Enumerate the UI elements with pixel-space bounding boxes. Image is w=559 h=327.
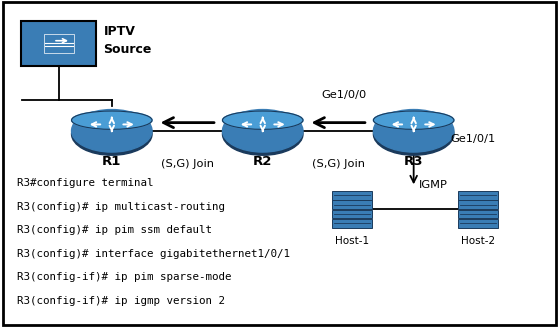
Ellipse shape [222, 111, 303, 129]
Text: R3(config)# ip multicast-routing: R3(config)# ip multicast-routing [17, 202, 225, 212]
Text: R2: R2 [253, 155, 272, 168]
Text: (S,G) Join: (S,G) Join [312, 159, 364, 169]
Ellipse shape [72, 111, 152, 129]
Text: (S,G) Join: (S,G) Join [161, 159, 214, 169]
Ellipse shape [72, 110, 152, 152]
FancyBboxPatch shape [458, 200, 498, 209]
Text: R1: R1 [102, 155, 121, 168]
Text: R3(config-if)# ip igmp version 2: R3(config-if)# ip igmp version 2 [17, 296, 225, 306]
Ellipse shape [72, 113, 152, 155]
Ellipse shape [373, 110, 454, 152]
FancyBboxPatch shape [458, 191, 498, 199]
Text: Ge1/0/0: Ge1/0/0 [321, 90, 366, 100]
Text: R3(config)# interface gigabitethernet1/0/1: R3(config)# interface gigabitethernet1/0… [17, 249, 290, 259]
Text: R3: R3 [404, 155, 423, 168]
Text: R3#configure terminal: R3#configure terminal [17, 178, 153, 188]
FancyBboxPatch shape [458, 219, 498, 228]
Text: Ge1/0/1: Ge1/0/1 [450, 134, 495, 144]
FancyBboxPatch shape [332, 191, 372, 199]
FancyBboxPatch shape [44, 33, 74, 53]
Text: R3(config-if)# ip pim sparse-mode: R3(config-if)# ip pim sparse-mode [17, 272, 231, 283]
Text: Host-2: Host-2 [461, 236, 495, 246]
FancyBboxPatch shape [332, 219, 372, 228]
Ellipse shape [222, 110, 303, 152]
FancyBboxPatch shape [21, 21, 96, 66]
Ellipse shape [222, 113, 303, 155]
FancyBboxPatch shape [458, 210, 498, 218]
Ellipse shape [373, 113, 454, 155]
Ellipse shape [373, 111, 454, 129]
FancyBboxPatch shape [332, 200, 372, 209]
FancyBboxPatch shape [332, 210, 372, 218]
Text: IPTV
Source: IPTV Source [103, 26, 152, 56]
Text: IGMP: IGMP [419, 180, 448, 190]
Text: Host-1: Host-1 [335, 236, 369, 246]
FancyBboxPatch shape [3, 2, 556, 325]
Text: R3(config)# ip pim ssm default: R3(config)# ip pim ssm default [17, 225, 212, 235]
